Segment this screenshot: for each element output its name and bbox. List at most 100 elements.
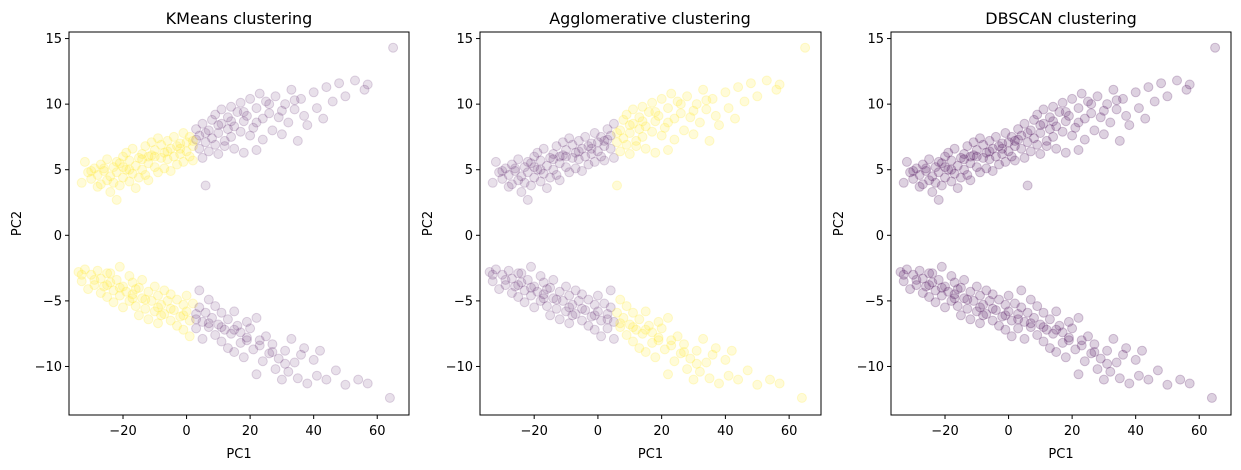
dbscan-point [1006,131,1017,142]
kmeans-point [121,147,132,158]
dbscan-point [1051,306,1062,317]
dbscan-point [990,305,1001,316]
agglomerative-point [573,154,584,165]
dbscan-point [1003,290,1014,301]
kmeans-title: KMeans clustering [166,9,313,28]
agglomerative-point [710,343,721,354]
kmeans-point [280,358,291,369]
dbscan-point [1035,319,1046,330]
agglomerative-point [656,130,667,141]
dbscan-point [1006,331,1017,342]
agglomerative-point [624,120,635,131]
agglomerative-point [694,366,705,377]
kmeans-point [340,379,351,390]
dbscan-point [1016,130,1027,141]
agglomerative-point [733,374,744,385]
agglomerative-point [631,135,642,146]
agglomerative-point [583,320,594,331]
kmeans-point [207,133,217,144]
dbscan-point [1063,335,1074,346]
kmeans-point [283,366,294,377]
dbscan-point [962,141,973,152]
agglomerative-point [545,152,556,163]
kmeans-point [114,261,125,272]
dbscan-ytick-label: 15 [867,32,884,47]
agglomerative-point [522,156,533,167]
kmeans-xtick-label: 0 [182,424,190,439]
dbscan-point [981,309,992,319]
kmeans-point [388,42,399,53]
dbscan-point [936,290,947,301]
agglomerative-title: Agglomerative clustering [549,9,751,28]
agglomerative-point [564,318,575,329]
agglomerative-point [628,104,638,115]
agglomerative-point [557,295,568,306]
kmeans-point [235,337,246,348]
kmeans-point [241,110,252,121]
kmeans-point [273,112,284,123]
kmeans-point [118,151,128,162]
agglomerative-point [615,146,626,157]
dbscan-point [1063,316,1074,327]
kmeans-point [175,143,186,154]
kmeans-point [172,320,182,331]
agglomerative-point [519,177,530,188]
agglomerative-point [567,152,578,163]
agglomerative-point [682,91,693,102]
dbscan-point [1048,328,1059,339]
agglomerative-point [599,141,610,152]
dbscan-point [975,290,985,301]
dbscan-point [921,163,931,174]
dbscan-point [1044,343,1055,354]
dbscan-point [1095,112,1106,123]
kmeans-point [289,357,300,368]
dbscan-point [959,149,970,159]
dbscan-point [1108,333,1119,344]
dbscan-point [921,281,931,292]
agglomerative-point [545,172,556,183]
kmeans-point [111,156,122,167]
agglomerative-point [685,353,696,364]
kmeans-point [251,369,262,380]
kmeans-point [241,316,252,327]
agglomerative-point [583,294,594,305]
dbscan-point [1038,118,1049,129]
kmeans-point [219,141,230,152]
agglomerative-point [573,146,584,157]
kmeans-point [187,141,198,152]
dbscan-point [1073,103,1084,114]
dbscan-point [1060,116,1071,127]
agglomerative-point [577,289,587,300]
kmeans-point [178,310,189,321]
dbscan-point [984,135,995,146]
kmeans-point [127,168,138,179]
agglomerative-point [647,126,658,137]
agglomerative-point [723,103,734,114]
dbscan-point [1025,125,1036,136]
agglomerative-point [589,299,600,310]
kmeans-point [362,79,373,90]
agglomerative-point [592,146,603,157]
dbscan-point [1089,125,1100,136]
dbscan-point [911,274,922,285]
agglomerative-point [602,134,613,145]
kmeans-point [105,277,116,288]
dbscan-point [924,154,935,165]
dbscan-point [1089,347,1100,357]
agglomerative-point [650,147,661,158]
agglomerative-point [605,302,616,313]
dbscan-point [1133,370,1144,381]
dbscan-point [952,284,963,295]
dbscan-point [1048,131,1059,142]
kmeans-point [254,335,265,346]
kmeans-point [216,104,227,115]
kmeans-point [130,301,141,312]
agglomerative-point [592,306,603,317]
dbscan-point [1083,331,1093,342]
dbscan-point [930,162,941,173]
kmeans-point [137,274,148,285]
agglomerative-point [516,277,527,288]
kmeans-point [194,130,205,141]
agglomerative-point [602,309,613,319]
dbscan-point [1057,126,1068,137]
